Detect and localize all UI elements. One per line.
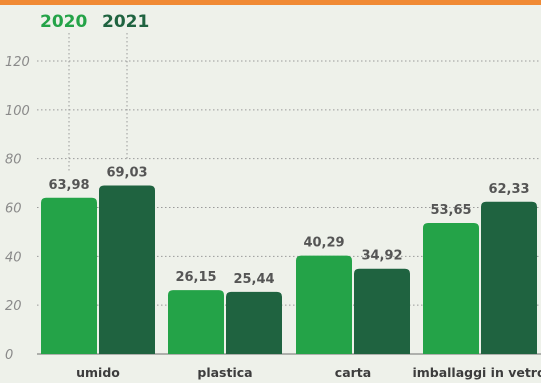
data-label: 62,33: [488, 182, 529, 197]
y-tick-label: 40: [5, 250, 22, 265]
category-label: umido: [76, 365, 120, 380]
data-label: 40,29: [303, 236, 344, 251]
category-label: carta: [335, 365, 371, 380]
bar-2021-imballaggi-in-vetro: [481, 201, 537, 354]
y-tick-label: 80: [5, 153, 22, 168]
y-tick-label: 20: [5, 299, 22, 314]
bars: [41, 185, 537, 354]
y-tick-label: 0: [5, 348, 13, 363]
data-label: 69,03: [106, 165, 147, 180]
y-tick-label: 120: [5, 55, 30, 70]
data-labels: 63,98 69,03 26,15 25,44 40,29 34,92 53,65 62,33: [48, 165, 529, 286]
legend: 2020 2021: [40, 12, 149, 171]
y-tick-label: 100: [5, 104, 30, 119]
legend-label-2021: 2021: [102, 12, 149, 32]
y-axis-ticks: 0 20 40 60 80 100 120: [5, 55, 30, 363]
category-label: plastica: [197, 365, 252, 380]
data-label: 63,98: [48, 178, 89, 193]
y-tick-label: 60: [5, 202, 22, 217]
data-label: 53,65: [430, 203, 471, 218]
bar-2021-carta: [354, 268, 410, 354]
bar-2021-umido: [99, 185, 155, 354]
data-label: 26,15: [175, 270, 216, 285]
data-label: 34,92: [361, 249, 402, 264]
bar-2020-carta: [296, 255, 352, 354]
bar-2020-plastica: [168, 290, 224, 354]
legend-label-2020: 2020: [40, 12, 87, 32]
bar-2021-plastica: [226, 291, 282, 354]
data-label: 25,44: [233, 272, 274, 287]
bar-2020-imballaggi-in-vetro: [423, 223, 479, 354]
x-axis-labels: umido plastica carta imballaggi in vetro: [76, 365, 541, 380]
bar-2020-umido: [41, 197, 97, 354]
category-label: imballaggi in vetro: [412, 365, 541, 380]
top-accent-bar: [0, 0, 541, 5]
